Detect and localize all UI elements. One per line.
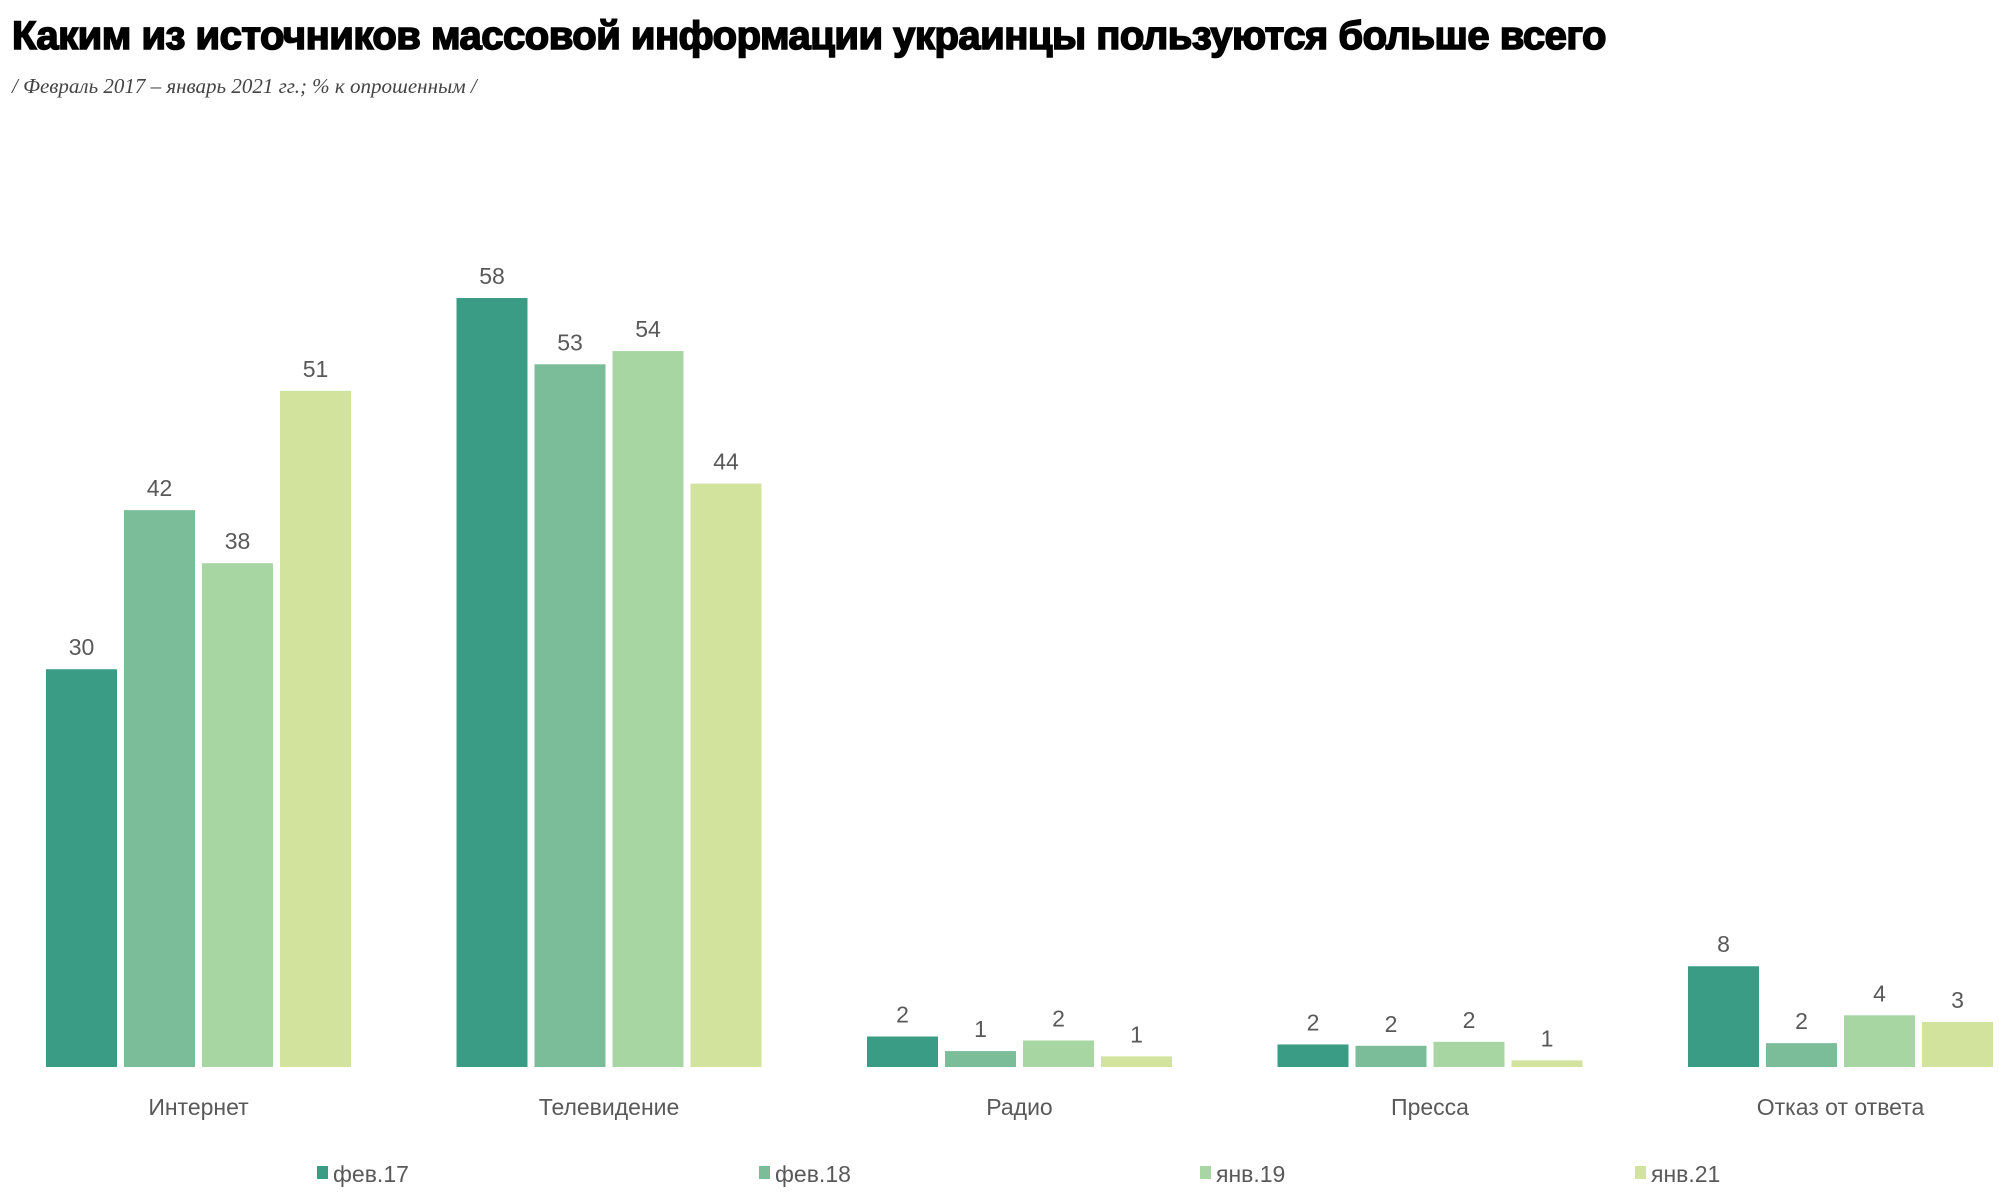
bar-фев.18-Пресса — [1355, 1045, 1427, 1067]
bar-янв.21-Телевидение — [690, 483, 762, 1067]
category-label: Телевидение — [539, 1094, 680, 1120]
category-label: Отказ от ответа — [1757, 1094, 1925, 1120]
bar-янв.19-Телевидение — [612, 351, 684, 1067]
data-label: 2 — [1052, 1005, 1065, 1031]
legend-swatch — [1635, 1166, 1646, 1179]
legend-label: фев.17 — [333, 1161, 409, 1187]
data-label: 2 — [1463, 1007, 1476, 1033]
data-label: 2 — [1385, 1011, 1398, 1037]
bar-янв.19-Интернет — [202, 563, 273, 1067]
bar-фев.17-Радио — [867, 1036, 938, 1067]
data-label: 4 — [1873, 980, 1886, 1006]
bar-фев.17-Телевидение — [456, 298, 528, 1067]
bar-янв.21-Пресса — [1511, 1060, 1583, 1067]
bar-янв.19-Пресса — [1433, 1041, 1505, 1067]
bar-фев.17-Интернет — [46, 669, 117, 1067]
bar-янв.21-Отказ от ответа — [1922, 1021, 1993, 1067]
data-label: 2 — [896, 1002, 909, 1028]
bar-янв.21-Интернет — [280, 390, 351, 1068]
bar-фев.18-Отказ от ответа — [1766, 1043, 1837, 1067]
bar-янв.21-Радио — [1101, 1056, 1172, 1067]
data-label: 1 — [974, 1016, 987, 1042]
legend-label: янв.19 — [1216, 1161, 1285, 1187]
data-label: 8 — [1717, 931, 1730, 957]
bar-фев.17-Отказ от ответа — [1688, 966, 1759, 1067]
legend-swatch — [759, 1166, 770, 1179]
bar-янв.19-Отказ от ответа — [1844, 1015, 1915, 1067]
legend-swatch — [1200, 1166, 1211, 1179]
legend-label: фев.18 — [775, 1161, 851, 1187]
bar-фев.17-Пресса — [1277, 1044, 1349, 1067]
data-label: 2 — [1795, 1008, 1808, 1034]
data-label: 30 — [69, 634, 95, 660]
bar-фев.18-Телевидение — [534, 364, 606, 1067]
chart-title: Каким из источников массовой информации … — [11, 13, 1607, 59]
bar-фев.18-Интернет — [124, 510, 195, 1067]
data-label: 53 — [557, 329, 583, 355]
data-label: 51 — [303, 356, 329, 382]
legend-label: янв.21 — [1651, 1161, 1720, 1187]
category-label: Радио — [986, 1094, 1052, 1120]
bar-янв.19-Радио — [1023, 1040, 1094, 1067]
category-label: Пресса — [1391, 1094, 1469, 1120]
data-label: 54 — [635, 316, 661, 342]
data-label: 42 — [147, 475, 173, 501]
data-label: 58 — [479, 263, 505, 289]
data-label: 1 — [1130, 1021, 1143, 1047]
data-label: 38 — [225, 528, 251, 554]
data-label: 1 — [1541, 1025, 1554, 1051]
bar-фев.18-Радио — [945, 1051, 1016, 1067]
data-label: 2 — [1307, 1009, 1320, 1035]
category-label: Интернет — [148, 1094, 249, 1120]
legend-swatch — [317, 1166, 328, 1179]
data-label: 3 — [1951, 987, 1964, 1013]
chart-subtitle: / Февраль 2017 – январь 2021 гг.; % к оп… — [12, 74, 477, 98]
data-label: 44 — [713, 449, 739, 475]
